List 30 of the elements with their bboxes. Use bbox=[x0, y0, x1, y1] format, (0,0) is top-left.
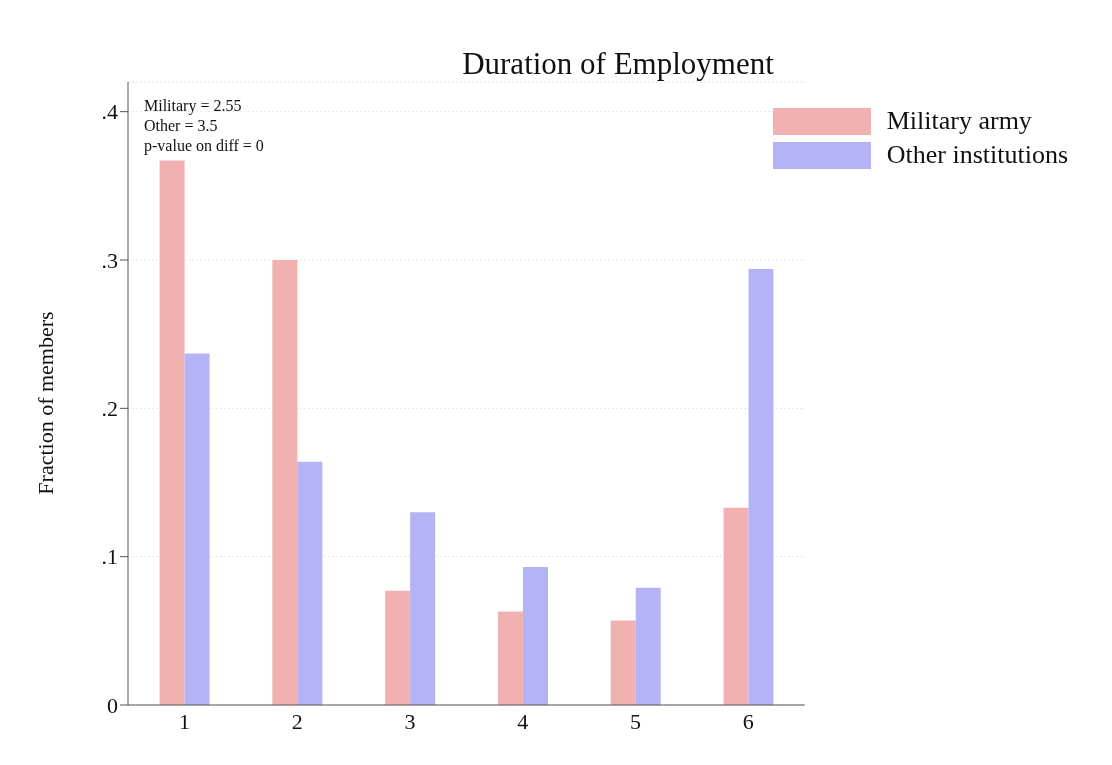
bar bbox=[610, 620, 636, 705]
x-tick-label: 4 bbox=[517, 708, 529, 734]
annotation: Military = 2.55 bbox=[144, 96, 243, 116]
bar bbox=[385, 590, 411, 705]
annotation: p-value on diff = 0 bbox=[144, 136, 264, 156]
y-axis-title: Fraction of members bbox=[33, 311, 59, 495]
bar bbox=[184, 353, 210, 705]
y-tick-label: .3 bbox=[101, 247, 118, 273]
y-tick-label: .4 bbox=[101, 99, 118, 125]
x-tick-label: 2 bbox=[291, 708, 303, 734]
bar bbox=[497, 611, 523, 705]
legend-label: Other institutions bbox=[886, 140, 1068, 170]
bar bbox=[723, 507, 749, 705]
x-tick-label: 6 bbox=[742, 708, 754, 734]
bar bbox=[159, 160, 185, 705]
y-tick-label: .2 bbox=[101, 396, 118, 422]
x-tick-label: 5 bbox=[630, 708, 642, 734]
legend-label: Military army bbox=[886, 106, 1032, 136]
bar bbox=[522, 567, 548, 705]
annotation: Other = 3.5 bbox=[144, 116, 219, 136]
bar bbox=[410, 512, 436, 705]
bar bbox=[272, 260, 298, 705]
y-tick-label: .1 bbox=[101, 544, 118, 570]
bar bbox=[635, 587, 661, 705]
chart-title: Duration of Employment bbox=[461, 46, 775, 82]
x-tick-label: 1 bbox=[178, 708, 190, 734]
bar bbox=[297, 461, 323, 705]
bar bbox=[748, 268, 774, 705]
y-tick-label: 0 bbox=[107, 692, 118, 718]
x-tick-label: 3 bbox=[404, 708, 416, 734]
